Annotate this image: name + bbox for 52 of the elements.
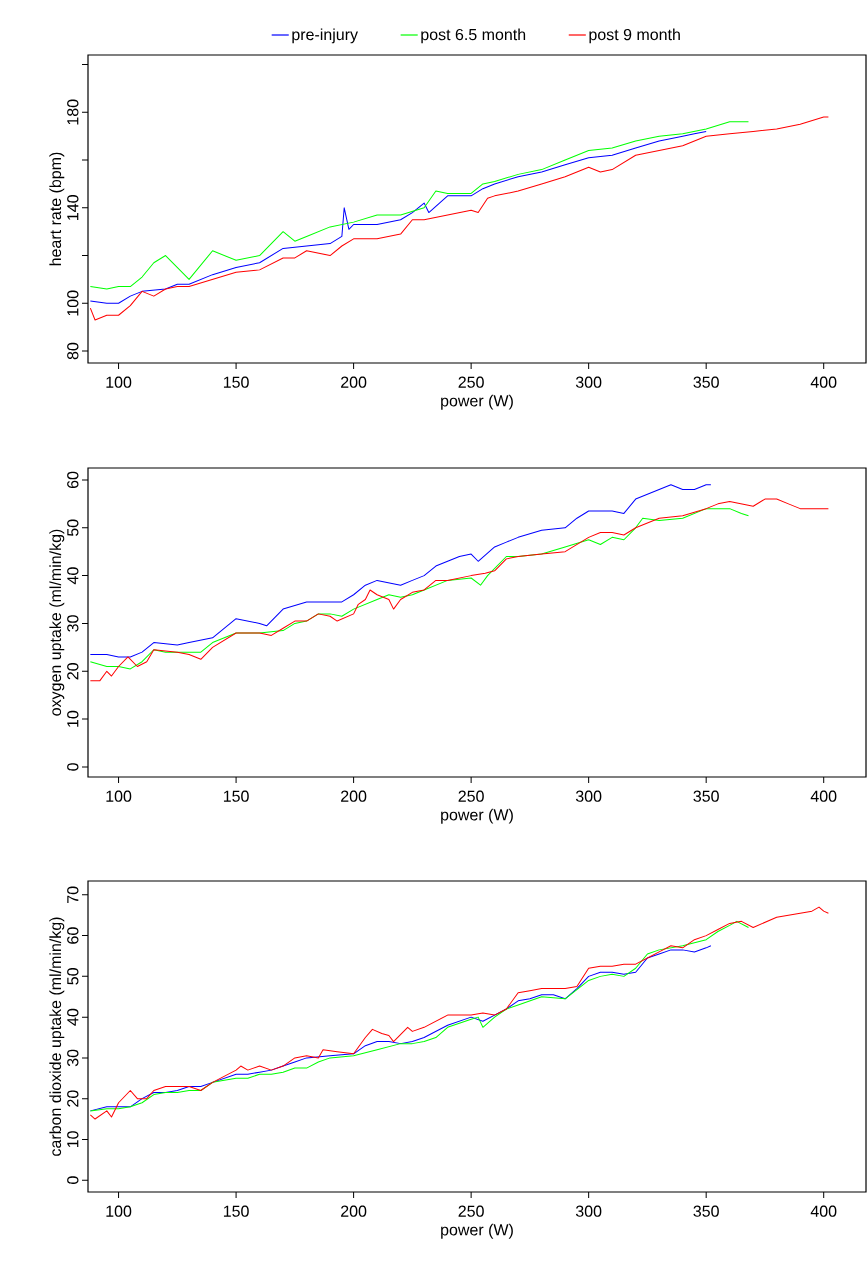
x-tick-label: 250 [458,376,484,388]
y-tick-label: 30 [67,615,79,632]
x-tick-label: 350 [693,790,719,802]
x-tick-label: 150 [223,790,249,802]
x-tick-label: 100 [106,790,132,802]
y-tick-label: 140 [67,195,79,220]
x-tick-label: 150 [223,376,249,388]
y-tick-label: 80 [67,342,79,360]
line-series [89,920,749,1112]
x-tick-label: 350 [693,1205,719,1217]
x-axis-title: power (W) [441,808,513,824]
y-axis-title: carbon dioxide uptake (ml/min/kg) [49,917,65,1156]
y-tick-label: 20 [67,663,79,680]
y-tick-label: 0 [67,763,79,771]
legend-label: pre-injury [292,28,358,44]
y-tick-label: 60 [67,471,79,489]
y-tick-label: 70 [67,886,79,903]
x-tick-label: 300 [575,790,602,802]
x-axis-title: power (W) [441,1223,513,1239]
line-series [89,130,707,304]
x-tick-label: 150 [223,1205,249,1217]
y-tick-label: 180 [67,99,79,125]
x-tick-label: 200 [341,376,367,388]
y-tick-label: 0 [67,1176,79,1184]
x-tick-label: 250 [458,790,484,802]
y-axis-title: heart rate (bpm) [49,152,65,266]
legend-label: post 9 month [589,28,680,44]
y-tick-label: 50 [67,519,79,537]
x-axis-title: power (W) [441,394,513,410]
x-tick-label: 200 [341,1205,367,1217]
x-tick-label: 300 [575,1205,602,1217]
line-series [89,906,829,1120]
y-tick-label: 60 [67,927,79,944]
y-tick-label: 50 [67,968,79,985]
y-tick-label: 100 [67,290,79,316]
y-tick-label: 30 [67,1049,79,1067]
x-tick-label: 400 [810,376,837,388]
legend-label: post 6.5 month [421,28,526,44]
y-tick-label: 40 [67,1008,79,1026]
x-tick-label: 200 [341,790,367,802]
y-tick-label: 10 [67,710,79,727]
x-tick-label: 400 [810,1205,837,1217]
x-tick-label: 300 [575,376,602,388]
x-tick-label: 100 [106,1205,132,1217]
x-tick-label: 250 [458,1205,484,1217]
x-tick-label: 100 [106,376,132,388]
y-axis-title: oxygen uptake (ml/min/kg) [49,529,65,716]
x-tick-label: 400 [810,790,837,802]
x-tick-label: 350 [693,376,719,388]
y-tick-label: 10 [67,1131,79,1148]
y-tick-label: 40 [67,567,79,585]
y-tick-label: 20 [67,1090,79,1107]
